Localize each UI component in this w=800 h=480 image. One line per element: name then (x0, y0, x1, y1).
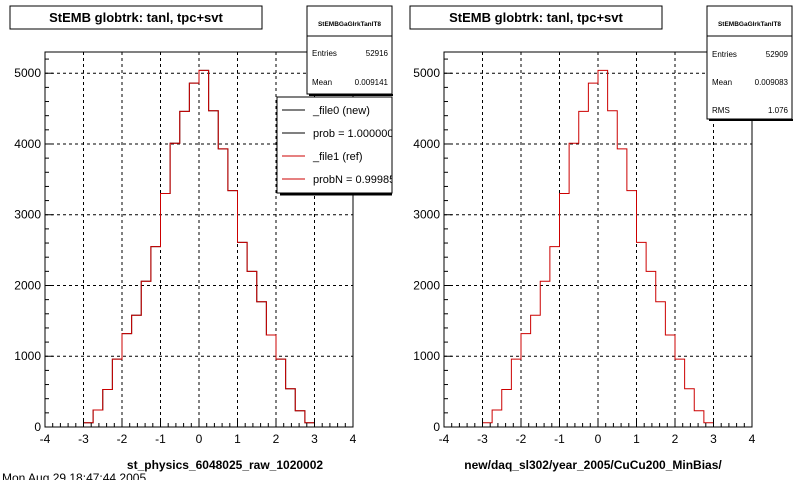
x-axis-label: new/daq_sl302/year_2005/CuCu200_MinBias/ (464, 458, 722, 472)
x-tick-label: 0 (196, 432, 203, 446)
y-tick-label: 3000 (14, 208, 41, 222)
stats-value: 0.009083 (755, 78, 789, 87)
chart-panel-2: -4 -3 -2 -1 0 1 2 3 4 0 1000 2000 3000 4000 5000 new/da… (409, 5, 793, 472)
x-tick-label: -4 (439, 432, 450, 446)
title-box (409, 5, 663, 30)
y-tick-label: 5000 (413, 66, 440, 80)
stats-name: StEMBGaGlrkTanlT8 (718, 21, 781, 28)
stats-value: 0.009141 (355, 78, 389, 87)
stats-value: 1.076 (768, 106, 789, 115)
x-tick-label: -2 (516, 432, 527, 446)
stats-label: Mean (312, 78, 332, 87)
legend-box (276, 96, 393, 194)
y-tick-label: 1000 (413, 349, 440, 363)
legend-entry: _file0 (new) (312, 105, 370, 117)
y-tick-label: 3000 (413, 208, 440, 222)
stats-label: Mean (712, 78, 732, 87)
y-tick-label: 5000 (14, 66, 41, 80)
y-tick-label: 0 (34, 420, 41, 434)
footer-timestamp: Mon Aug 29 18:47:44 2005 (2, 471, 146, 480)
x-tick-label: 3 (710, 432, 717, 446)
legend-entry: probN = 0.999853 (313, 174, 401, 186)
legend-entry: _file1 (ref) (312, 151, 363, 163)
x-tick-label: -2 (117, 432, 128, 446)
stats-name: StEMBGaGlrkTanlT8 (318, 21, 381, 28)
stats-label: Entries (712, 50, 737, 59)
x-tick-label: 4 (749, 432, 756, 446)
legend-entry: prob = 1.000000 (313, 128, 393, 140)
y-tick-label: 0 (433, 420, 440, 434)
x-axis-label: st_physics_6048025_raw_1020002 (127, 458, 323, 472)
legend-entries: _file0 (new) prob = 1.000000 _file1 (ref) p… (282, 105, 401, 186)
stats-value: 52916 (366, 49, 389, 58)
x-tick-label: -1 (554, 432, 565, 446)
y-tick-label: 4000 (413, 137, 440, 151)
x-tick-label: 3 (311, 432, 318, 446)
histogram-series-2 (45, 69, 353, 428)
stats-value: 52909 (766, 50, 789, 59)
stats-box (306, 5, 393, 95)
y-tick-label: 4000 (14, 137, 41, 151)
x-tick-label: 4 (350, 432, 357, 446)
chart-title: StEMB globtrk: tanl, tpc+svt (49, 10, 223, 25)
x-tick-label: -4 (40, 432, 51, 446)
x-tick-label: 0 (595, 432, 602, 446)
histogram-series-1 (444, 69, 752, 428)
y-tick-label: 1000 (14, 349, 41, 363)
chart-title: StEMB globtrk: tanl, tpc+svt (449, 10, 623, 25)
x-tick-label: 2 (672, 432, 679, 446)
chart-panel-1: -4 -3 -2 -1 0 1 2 3 4 0 1000 2000 3000 4000 5000 st_phy… (9, 5, 401, 472)
x-tick-label: 2 (273, 432, 280, 446)
stats-box (706, 5, 793, 120)
y-tick-label: 2000 (14, 278, 41, 292)
x-tick-label: -3 (78, 432, 89, 446)
x-tick-label: 1 (633, 432, 640, 446)
x-tick-label: -1 (155, 432, 166, 446)
stats-label: Entries (312, 49, 337, 58)
x-tick-label: 1 (234, 432, 241, 446)
title-box (9, 5, 263, 30)
x-tick-label: -3 (477, 432, 488, 446)
stats-label: RMS (712, 106, 730, 115)
y-tick-label: 2000 (413, 278, 440, 292)
